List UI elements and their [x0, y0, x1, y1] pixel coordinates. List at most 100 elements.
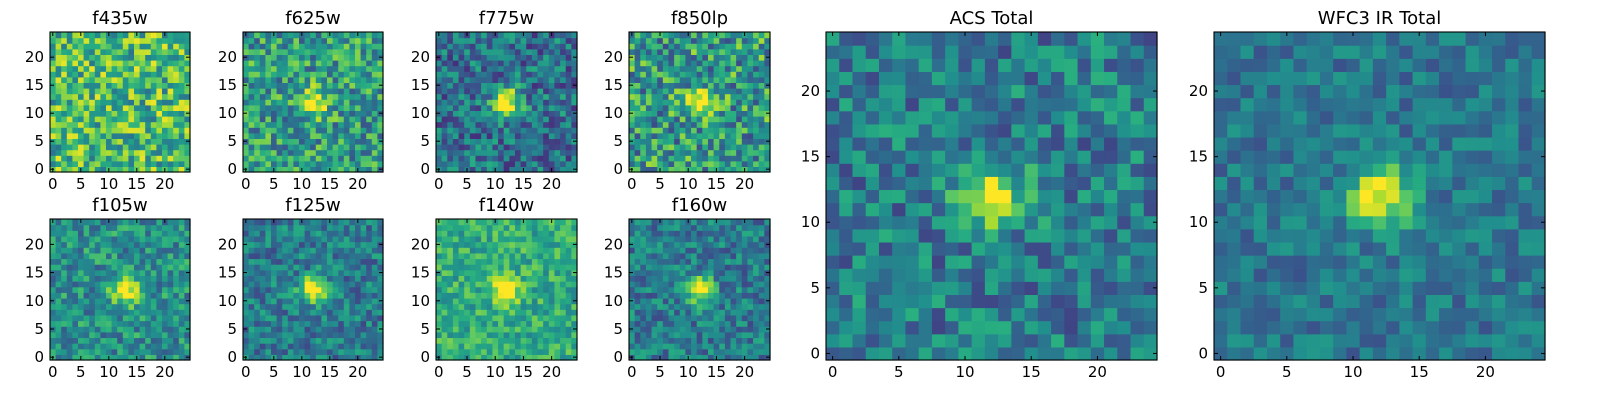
- heatmap-cell: [736, 60, 743, 67]
- heatmap-cell: [355, 292, 362, 299]
- heatmap-cell: [371, 224, 378, 231]
- heatmap-cell: [531, 82, 539, 89]
- heatmap-cell: [736, 343, 743, 350]
- heatmap-cell: [696, 160, 703, 167]
- heatmap-cell: [139, 269, 146, 276]
- heatmap-cell: [78, 48, 85, 55]
- heatmap-cell: [178, 99, 185, 106]
- heatmap-cell: [271, 281, 278, 288]
- heatmap-cell: [447, 241, 454, 248]
- heatmap-cell: [441, 71, 448, 78]
- heatmap-cell: [447, 60, 454, 67]
- heatmap-cell: [565, 219, 572, 226]
- heatmap-cell: [758, 320, 765, 327]
- heatmap-cell: [299, 326, 306, 333]
- heatmap-cell: [492, 82, 499, 89]
- heatmap-cell: [299, 138, 306, 145]
- heatmap-cell: [332, 235, 339, 243]
- heatmap-cell: [543, 264, 550, 271]
- heatmap-cell: [736, 275, 743, 282]
- heatmap-cell: [139, 144, 146, 151]
- heatmap-cell: [645, 314, 653, 322]
- heatmap-cell: [117, 354, 124, 361]
- heatmap-cell: [184, 235, 191, 243]
- heatmap-cell: [72, 281, 79, 288]
- heatmap-cell: [338, 320, 345, 327]
- heatmap-cell: [134, 82, 141, 89]
- heatmap-cells: [50, 32, 191, 173]
- heatmap-cell: [571, 309, 578, 316]
- heatmap-cell: [162, 65, 169, 72]
- heatmap-cell: [640, 32, 647, 39]
- heatmap-cell: [458, 247, 465, 254]
- heatmap-cell: [498, 116, 505, 123]
- heatmap-cell: [436, 292, 443, 299]
- heatmap-cell: [299, 343, 306, 350]
- heatmap-cell: [514, 127, 522, 134]
- heatmap-cell: [150, 71, 157, 78]
- heatmap-cell: [674, 354, 681, 361]
- heatmap-cell: [94, 127, 101, 134]
- heatmap-cell: [452, 48, 460, 55]
- heatmap-cell: [293, 235, 300, 243]
- heatmap-cell: [475, 286, 482, 293]
- heatmap-cell: [657, 303, 664, 310]
- heatmap-cell: [719, 343, 726, 350]
- heatmap-cell: [475, 76, 482, 83]
- heatmap-cell: [100, 116, 107, 123]
- x-tick-label: 10: [486, 363, 505, 381]
- heatmap-cell: [355, 337, 362, 344]
- heatmap-cell: [321, 241, 328, 248]
- heatmap-cell: [554, 121, 561, 128]
- heatmap-cell: [299, 37, 306, 44]
- heatmap-cell: [139, 354, 146, 361]
- heatmap-cell: [640, 116, 647, 123]
- heatmap-cell: [259, 93, 266, 100]
- heatmap-cell: [167, 343, 174, 350]
- heatmap-cell: [571, 235, 578, 243]
- heatmap-cell: [299, 348, 306, 355]
- heatmap-cell: [83, 88, 90, 95]
- heatmap-cell: [514, 354, 522, 361]
- heatmap-cell: [310, 149, 317, 156]
- heatmap-cell: [338, 348, 345, 355]
- heatmap-cell: [248, 54, 255, 61]
- heatmap-cell: [304, 166, 311, 173]
- heatmap-cell: [248, 224, 255, 231]
- heatmap-cell: [355, 281, 362, 288]
- heatmap-cell: [254, 155, 261, 162]
- heatmap-cell: [50, 149, 57, 156]
- heatmap-cell: [452, 54, 460, 61]
- heatmap-cell: [764, 155, 771, 162]
- heatmap-cell: [117, 71, 124, 78]
- heatmap-cell: [338, 241, 345, 248]
- heatmap-cell: [520, 247, 527, 254]
- heatmap-cell: [310, 269, 317, 276]
- heatmap-cell: [713, 155, 720, 162]
- heatmap-cell: [355, 224, 362, 231]
- heatmap-cell: [78, 93, 85, 100]
- heatmap-cell: [332, 303, 339, 310]
- heatmap-cell: [634, 110, 641, 117]
- heatmap-cell: [560, 275, 567, 282]
- heatmap-cell: [526, 48, 533, 55]
- heatmap-cell: [299, 230, 306, 237]
- heatmap-cell: [178, 286, 185, 293]
- heatmap-cell: [662, 32, 670, 39]
- heatmap-cell: [304, 230, 311, 237]
- heatmap-cell: [645, 281, 653, 288]
- heatmap-cell: [162, 127, 169, 134]
- heatmap-cell: [178, 331, 185, 339]
- heatmap-cell: [360, 303, 367, 310]
- heatmap-cell: [271, 320, 278, 327]
- heatmap-cell: [668, 138, 675, 145]
- heatmap-cell: [668, 343, 675, 350]
- heatmap-cell: [184, 149, 191, 156]
- heatmap-cell: [276, 219, 283, 226]
- heatmap-cell: [707, 132, 715, 139]
- heatmap-cell: [498, 281, 505, 288]
- heatmap-cell: [78, 37, 85, 44]
- heatmap-cell: [100, 160, 107, 167]
